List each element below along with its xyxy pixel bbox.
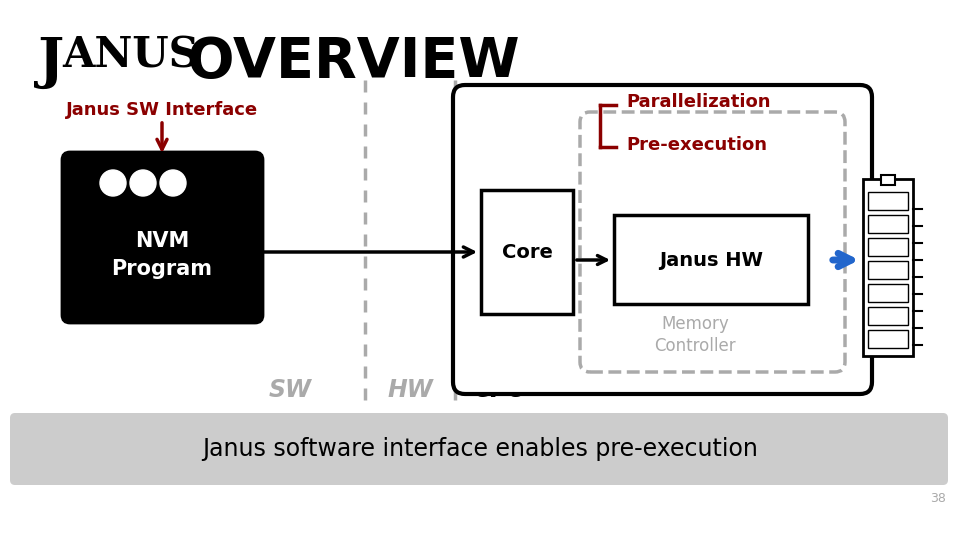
FancyBboxPatch shape xyxy=(868,284,908,302)
Text: Janus SW Interface: Janus SW Interface xyxy=(66,101,258,119)
Text: 38: 38 xyxy=(930,491,946,504)
FancyBboxPatch shape xyxy=(868,215,908,233)
Text: Memory
Controller: Memory Controller xyxy=(654,315,735,355)
Text: NVM
Program: NVM Program xyxy=(111,231,212,279)
FancyBboxPatch shape xyxy=(868,330,908,348)
FancyBboxPatch shape xyxy=(868,238,908,256)
Text: Core: Core xyxy=(501,242,552,261)
FancyBboxPatch shape xyxy=(863,179,913,356)
FancyBboxPatch shape xyxy=(481,190,573,314)
Text: Parallelization: Parallelization xyxy=(626,93,771,111)
Circle shape xyxy=(130,170,156,196)
Text: HW: HW xyxy=(387,378,433,402)
Circle shape xyxy=(100,170,126,196)
FancyBboxPatch shape xyxy=(10,413,948,485)
FancyBboxPatch shape xyxy=(868,307,908,325)
Text: SW: SW xyxy=(269,378,311,402)
Text: J: J xyxy=(38,35,64,90)
Text: Pre-execution: Pre-execution xyxy=(626,136,767,154)
Text: OVERVIEW: OVERVIEW xyxy=(168,35,519,89)
Text: ANUS: ANUS xyxy=(62,35,199,77)
FancyBboxPatch shape xyxy=(868,261,908,279)
FancyBboxPatch shape xyxy=(868,192,908,210)
Circle shape xyxy=(160,170,186,196)
Text: Janus software interface enables pre-execution: Janus software interface enables pre-exe… xyxy=(202,437,758,461)
FancyBboxPatch shape xyxy=(580,112,845,372)
FancyBboxPatch shape xyxy=(62,152,263,323)
FancyBboxPatch shape xyxy=(881,175,895,185)
FancyBboxPatch shape xyxy=(453,85,872,394)
Text: CPU: CPU xyxy=(473,378,527,402)
Text: Janus HW: Janus HW xyxy=(659,251,763,269)
FancyBboxPatch shape xyxy=(614,215,808,304)
